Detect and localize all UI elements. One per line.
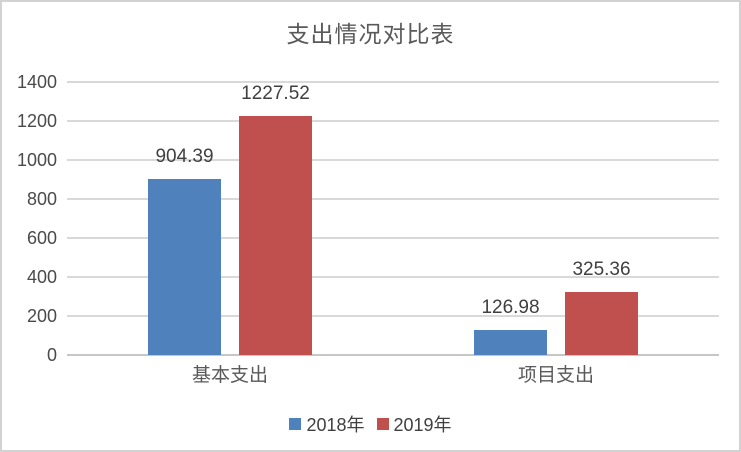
bar-2018年-基本支出 [148, 178, 221, 355]
gridline [67, 276, 719, 278]
gridline [67, 120, 719, 122]
y-tick-label: 1000 [16, 150, 57, 170]
legend-swatch [376, 418, 389, 430]
y-tick-label: 0 [46, 345, 57, 365]
legend-swatch [289, 418, 302, 430]
bar-2019年-基本支出 [239, 115, 312, 355]
gridline [67, 198, 719, 200]
chart-title: 支出情况对比表 [286, 21, 455, 47]
gridline [67, 159, 719, 161]
y-tick-label: 600 [26, 228, 57, 248]
legend-item: 2019年 [376, 411, 452, 437]
x-axis-line [67, 354, 719, 356]
gridline [67, 81, 719, 83]
gridline [67, 315, 719, 317]
bar-data-label: 904.39 [155, 145, 214, 167]
legend-label: 2018年 [306, 415, 365, 435]
bar-data-label: 325.36 [572, 258, 631, 280]
legend-item: 2018年 [289, 411, 365, 437]
bar-data-label: 126.98 [481, 297, 540, 319]
bar-2019年-项目支出 [565, 291, 638, 355]
bar-data-label: 1227.52 [241, 82, 310, 104]
gridline [67, 237, 719, 239]
plot-area: 904.39 1227.52 126.98 325.36 [67, 81, 719, 356]
y-tick-label: 800 [26, 189, 57, 209]
category-label: 项目支出 [517, 365, 594, 386]
bar-2018年-项目支出 [474, 330, 547, 355]
y-tick-label: 400 [26, 267, 57, 287]
y-tick-label: 200 [26, 306, 57, 326]
y-tick-label: 1400 [16, 72, 57, 92]
category-label: 基本支出 [191, 365, 268, 386]
legend-label: 2019年 [393, 415, 452, 435]
y-tick-label: 1200 [16, 111, 57, 131]
legend: 2018年 2019年 [2, 411, 739, 437]
